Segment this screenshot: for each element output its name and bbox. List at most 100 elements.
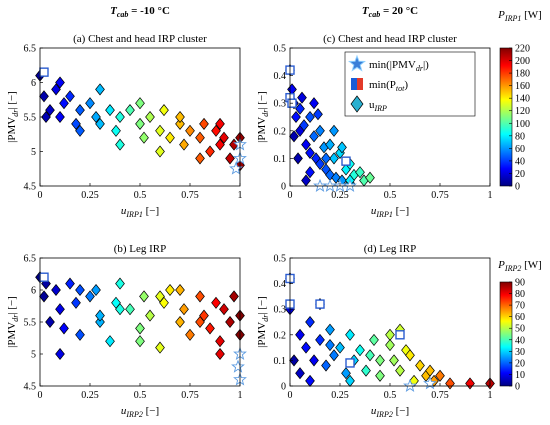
point <box>155 145 165 158</box>
y-axis-label-part: | [−] <box>6 296 18 314</box>
point <box>75 283 85 297</box>
colorbar-label-part: IRP1 <box>504 14 521 23</box>
x-axis-label-part: u <box>371 405 377 417</box>
point <box>51 283 61 297</box>
colorbar-label-part: IRP2 <box>504 264 521 273</box>
y-tick-label: 0 <box>281 182 286 193</box>
subplot-title: (c) Chest and head IRP cluster <box>323 33 457 45</box>
colorbar-tick-label: 80 <box>515 131 525 142</box>
point <box>305 315 315 329</box>
point <box>135 117 145 130</box>
point <box>299 119 309 132</box>
point <box>375 369 385 382</box>
point <box>305 110 315 124</box>
min-ptot-marker <box>39 67 49 77</box>
colorbar-tick-label: 50 <box>515 324 525 335</box>
legend-label: min(Ptot) <box>369 79 408 93</box>
point <box>219 303 229 316</box>
y-tick-label: 0.1 <box>274 154 287 165</box>
y-tick-label: 0.3 <box>274 99 287 110</box>
point <box>115 303 125 316</box>
point <box>115 110 125 124</box>
point <box>115 138 125 151</box>
x-tick-label: 0.75 <box>181 390 199 401</box>
point <box>51 83 61 96</box>
point <box>405 349 415 362</box>
x-tick-label: 0 <box>288 390 293 401</box>
point <box>341 367 351 380</box>
y-axis-label: |PMVdr| [−] <box>6 91 20 143</box>
point <box>465 377 475 390</box>
point <box>365 171 375 184</box>
point <box>135 322 145 335</box>
point <box>309 354 319 367</box>
legend-label-part: ) <box>404 79 408 91</box>
point <box>145 309 155 322</box>
point <box>59 322 69 335</box>
point <box>291 110 301 124</box>
point <box>55 110 65 124</box>
y-tick-label: 5.5 <box>24 318 37 329</box>
point <box>329 124 339 137</box>
y-axis-label: |PMVdr| [−] <box>256 91 270 143</box>
point <box>205 145 215 158</box>
point <box>289 130 299 143</box>
point <box>225 315 235 329</box>
x-tick-label: 0.75 <box>431 390 449 401</box>
x-axis-label: uIRP1 [−] <box>121 205 159 219</box>
point <box>365 349 375 362</box>
column-header: Tcab = 20 °C <box>362 5 418 19</box>
y-tick-label: 0.5 <box>274 254 287 265</box>
colorbar <box>499 281 513 387</box>
subplot-title: (d) Leg IRP <box>364 243 417 255</box>
min-ptot-marker <box>341 156 351 166</box>
point <box>295 328 305 341</box>
x-axis-label-part: [−] <box>143 405 159 417</box>
colorbar-tick-label: 20 <box>515 169 525 180</box>
point <box>75 104 85 117</box>
point <box>85 290 95 303</box>
point <box>315 124 325 137</box>
legend-label-part: min(|PMV <box>369 59 416 71</box>
point <box>313 108 323 121</box>
point <box>45 315 55 329</box>
legend-label-part: tot <box>396 84 405 93</box>
colorbar-tick-label: 200 <box>515 56 530 67</box>
colorbar <box>499 47 513 187</box>
min-pmv-marker <box>231 359 245 373</box>
y-tick-label: 6.5 <box>24 44 37 55</box>
point <box>435 369 445 382</box>
point <box>175 283 185 297</box>
x-tick-label: 1 <box>488 390 493 401</box>
point <box>59 97 69 110</box>
point <box>445 377 455 390</box>
x-tick-label: 0.25 <box>81 390 99 401</box>
y-tick-label: 0.4 <box>274 71 287 82</box>
x-tick-label: 0.5 <box>134 390 147 401</box>
subplot-title: (a) Chest and head IRP cluster <box>73 33 207 45</box>
column-header-part: T <box>362 5 370 17</box>
y-tick-label: 0.2 <box>274 126 287 137</box>
point <box>305 146 315 159</box>
colorbar-label-part: [W] <box>521 9 541 21</box>
x-axis-label: uIRP1 [−] <box>371 205 409 219</box>
point <box>305 166 315 179</box>
colorbar-tick-label: 10 <box>515 370 525 381</box>
x-axis-label-part: IRP2 <box>125 410 142 419</box>
x-tick-label: 0.25 <box>331 390 349 401</box>
point <box>111 124 121 137</box>
point <box>65 277 75 290</box>
point <box>159 104 169 117</box>
legend-box <box>344 51 476 117</box>
point <box>39 290 49 303</box>
point <box>385 338 395 352</box>
plot-area <box>40 48 240 186</box>
y-tick-label: 4.5 <box>24 382 37 393</box>
point <box>315 333 325 346</box>
point <box>139 131 149 144</box>
point <box>309 130 319 143</box>
y-tick-label: 6 <box>31 78 36 89</box>
legend-label-part: dr <box>416 64 424 73</box>
colorbar-tick-label: 40 <box>515 335 525 346</box>
point <box>135 335 145 348</box>
